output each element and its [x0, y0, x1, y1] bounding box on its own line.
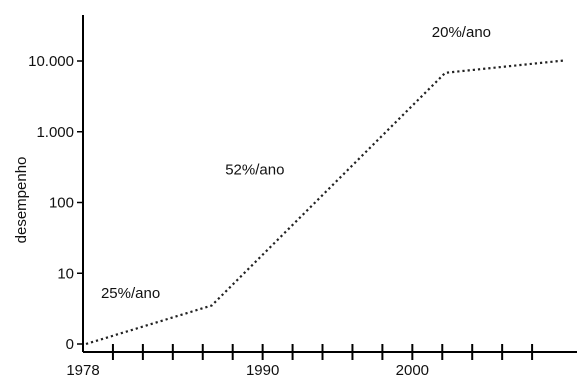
y-tick-label: 10.000	[28, 53, 74, 70]
annotations: 25%/ano 52%/ano 20%/ano	[101, 24, 491, 302]
rate-annotation: 25%/ano	[101, 285, 160, 302]
y-tick-label: 1.000	[36, 124, 74, 141]
y-tick-label: 100	[49, 195, 74, 212]
x-tick-label: 1978	[66, 362, 99, 379]
series-line-0	[85, 59, 566, 346]
x-tick-label: 1990	[246, 362, 279, 379]
x-ticks: 1978 1990 2000	[66, 344, 534, 379]
y-axis-label: desempenho	[13, 157, 30, 244]
rate-annotation: 52%/ano	[225, 161, 284, 178]
series-layer	[85, 59, 566, 346]
y-tick-label: 0	[66, 336, 74, 353]
x-tick-label: 2000	[396, 362, 429, 379]
y-ticks: 0 10 100 1.000 10.000	[28, 53, 83, 353]
rate-annotation: 20%/ano	[432, 24, 491, 41]
y-tick-label: 10	[57, 265, 74, 282]
axes	[82, 15, 577, 353]
